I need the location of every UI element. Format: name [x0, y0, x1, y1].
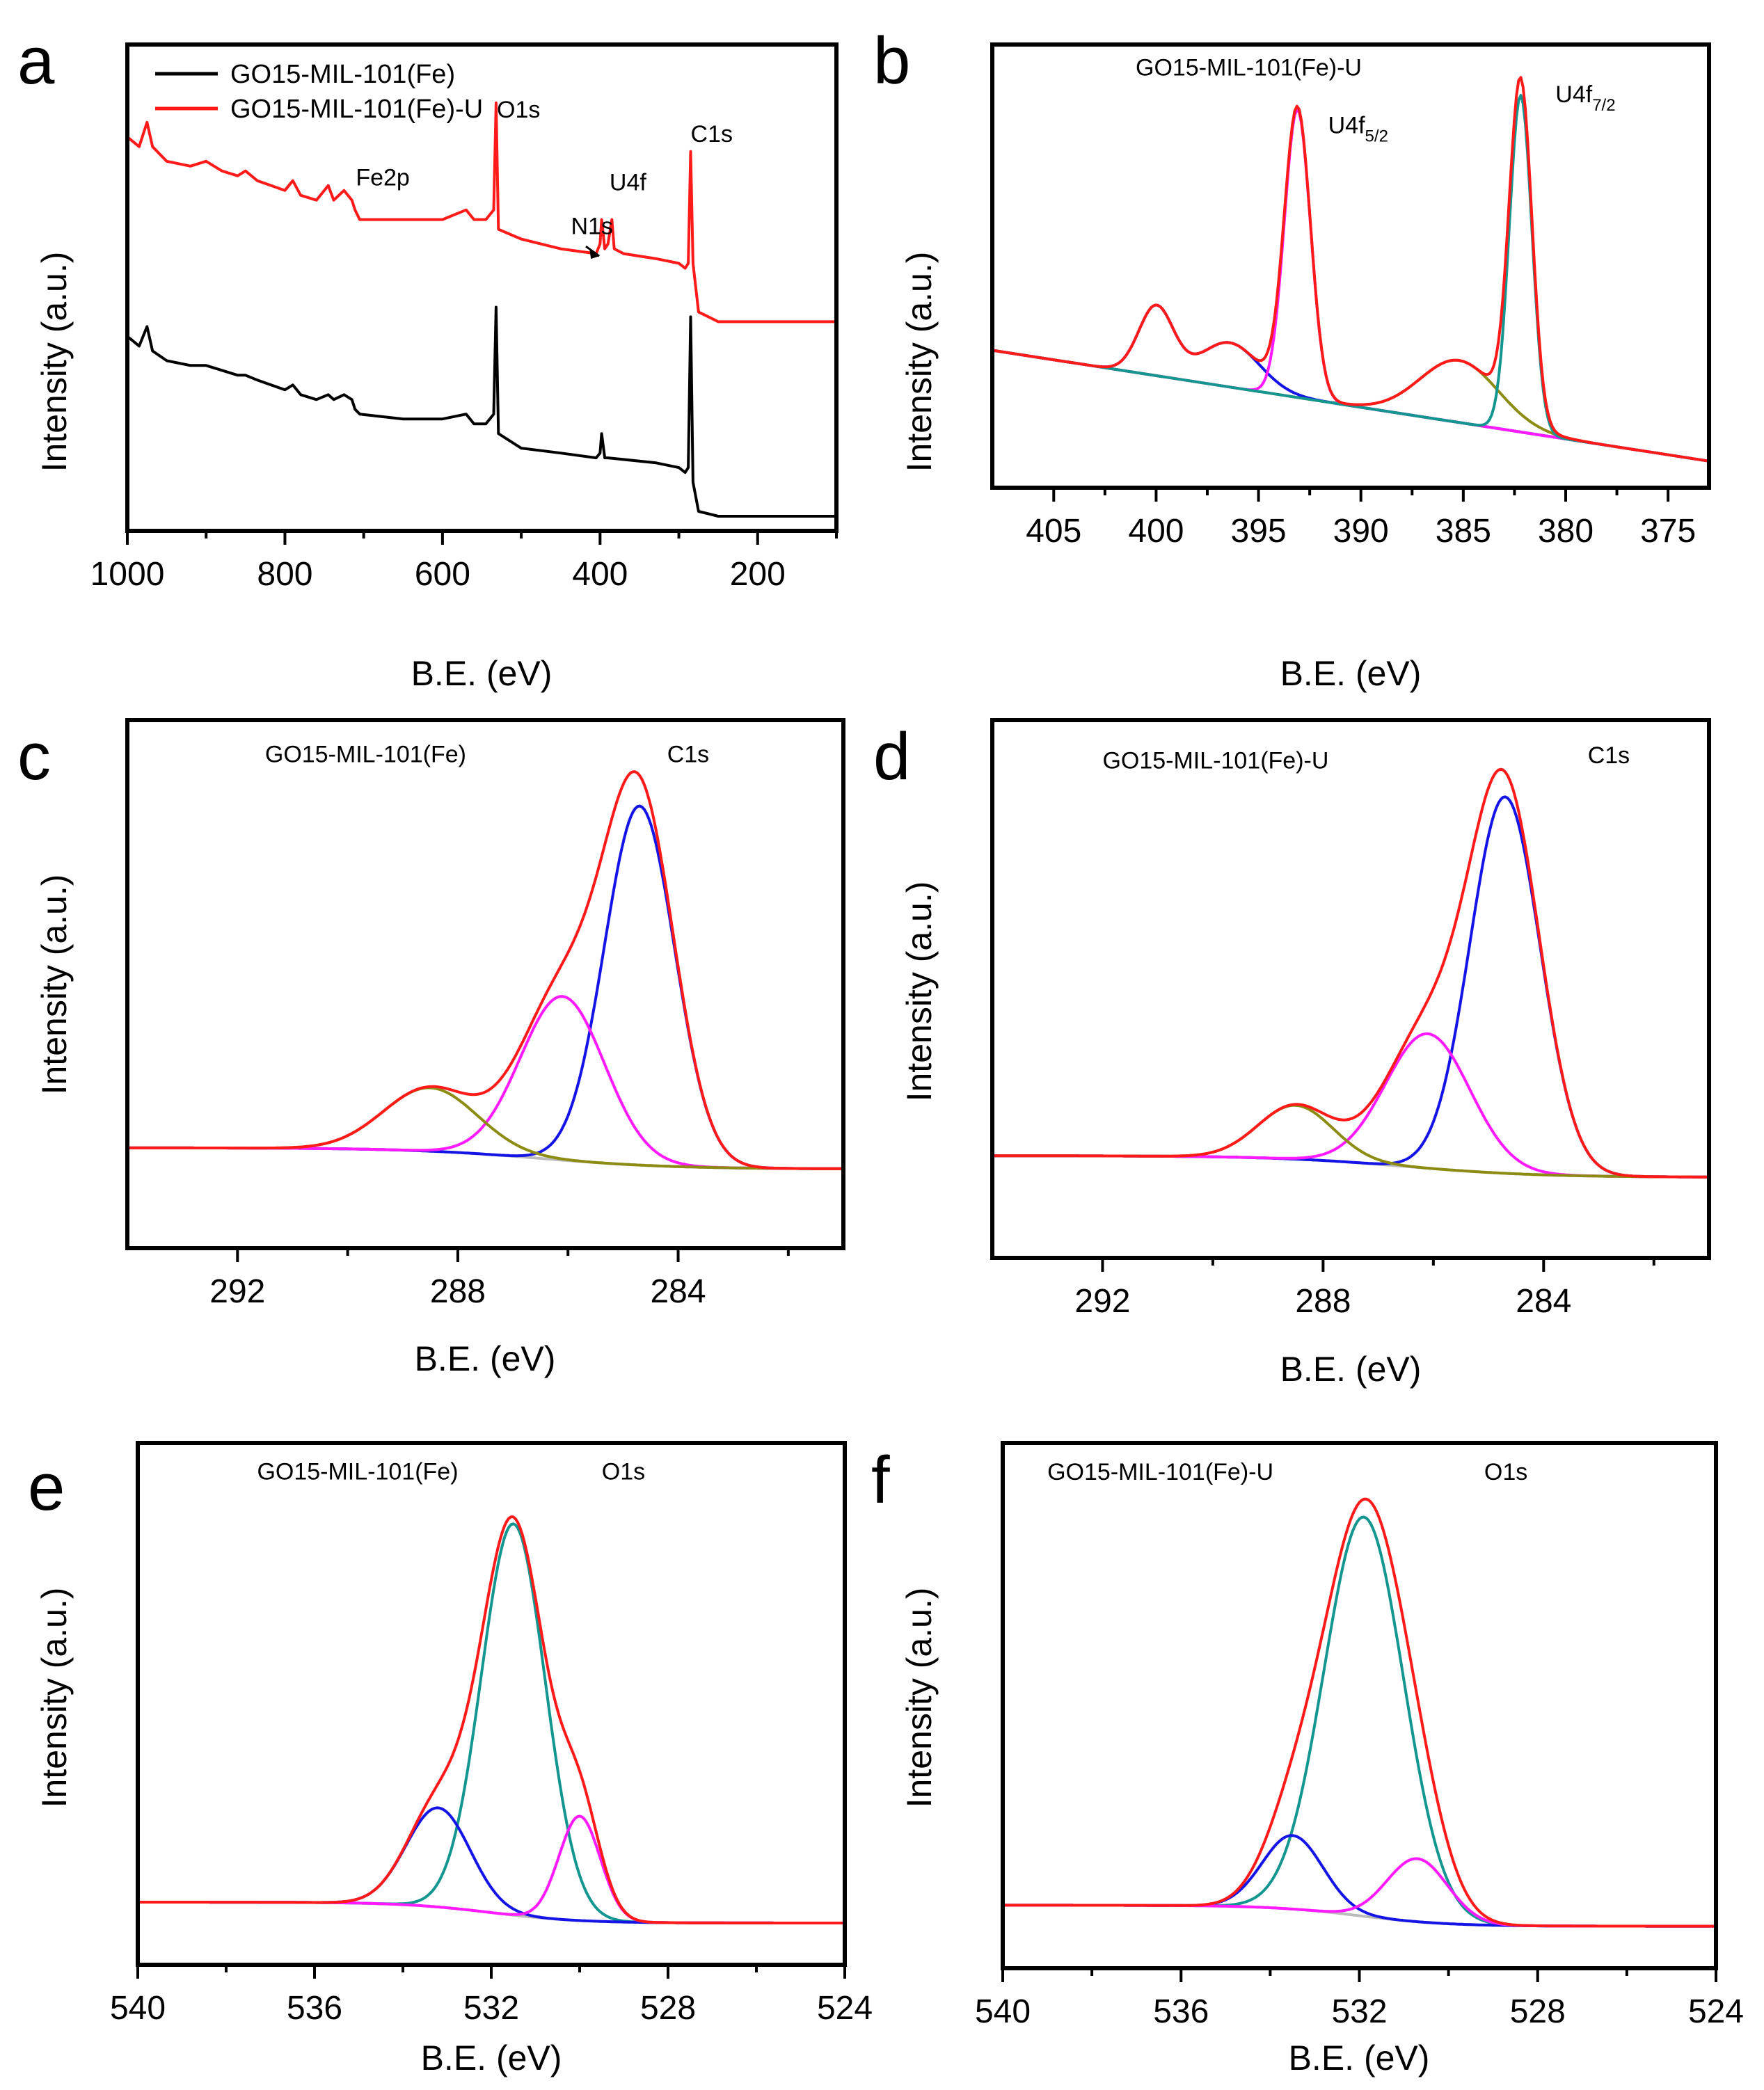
panel-b-x-tick-label: 390 [1333, 513, 1389, 550]
panel-a-letter: a [17, 24, 55, 98]
panel-b-x-tick-label: 405 [1026, 513, 1081, 550]
panel-d-x-tick-label: 288 [1295, 1283, 1351, 1320]
panel-e-letter: e [28, 1450, 65, 1524]
panel-a-annotation-0: Fe2p [356, 165, 410, 191]
panel-a-x-axis-title: B.E. (eV) [411, 654, 553, 693]
panel-b-annotation-1: U4f5/2 [1328, 112, 1388, 145]
panel-d-envelope-curve [992, 767, 1709, 1179]
panel-a-x-tick-label: 800 [257, 556, 312, 593]
panel-a-annotation-2: U4f [610, 170, 646, 196]
panel-f-annotation-1: O1s [1484, 1459, 1527, 1485]
panel-a-frame [125, 42, 839, 533]
panel-b-x-tick-label: 375 [1640, 513, 1696, 550]
panel-c-plot-area [127, 770, 843, 1170]
panel-b-x-tick-label: 380 [1538, 513, 1594, 550]
panel-e: e B.E. (eV) Intensity (a.u.) 540 536 532 52… [28, 1441, 873, 2077]
panel-b-x-tick-label: 385 [1436, 513, 1491, 550]
panel-f-x-tick-label: 524 [1688, 1993, 1744, 2030]
panel-a-y-axis-title: Intensity (a.u.) [35, 252, 74, 472]
panel-a-legend-label-0: GO15-MIL-101(Fe) [230, 60, 455, 89]
panel-f-x-tick-label: 528 [1510, 1993, 1566, 2030]
panel-b-annotation-0: GO15-MIL-101(Fe)-U [1136, 55, 1362, 81]
panel-c-annotation-0: GO15-MIL-101(Fe) [265, 742, 466, 768]
panel-f-x-axis-title: B.E. (eV) [1289, 2039, 1430, 2077]
panel-d-x-tick-label: 284 [1516, 1283, 1571, 1320]
panel-d-annotation-0: GO15-MIL-101(Fe)-U [1102, 748, 1328, 774]
panel-a-series-1 [127, 305, 836, 518]
panel-a-x-tick-label: 200 [730, 556, 786, 593]
panel-e-x-tick-label: 540 [110, 1990, 166, 2027]
panel-b-x-axis-title: B.E. (eV) [1280, 654, 1422, 693]
panel-e-x-tick-label: 532 [463, 1990, 519, 2027]
panel-f: f B.E. (eV) Intensity (a.u.) 540 536 532 52… [871, 1441, 1744, 2077]
panel-c-x-tick-label: 288 [430, 1273, 486, 1310]
panel-c-x-tick-label: 284 [650, 1273, 706, 1310]
panel-a-annotation-1: O1s [497, 97, 540, 123]
panel-a-n1s-arrowhead [589, 249, 600, 260]
panel-c: c B.E. (eV) Intensity (a.u.) 292 288 284 GO… [17, 718, 845, 1378]
panel-e-envelope-curve [138, 1515, 845, 1924]
panel-a: a B.E. (eV) Intensity (a.u.) 1000 800 600 4… [17, 24, 839, 693]
panel-a-x-tick-label: 400 [572, 556, 628, 593]
panel-e-x-tick-label: 524 [817, 1990, 873, 2027]
panel-f-x-tick-label: 536 [1153, 1993, 1209, 2030]
panel-c-envelope-curve [127, 770, 843, 1170]
panel-f-annotation-0: GO15-MIL-101(Fe)-U [1047, 1459, 1273, 1485]
panel-b-plot-area [992, 76, 1709, 463]
panel-c-x-axis-title: B.E. (eV) [415, 1339, 556, 1378]
panel-c-x-tick-label: 292 [209, 1273, 265, 1310]
panel-b-x-tick-label: 395 [1231, 513, 1287, 550]
panel-e-y-axis-title: Intensity (a.u.) [35, 1588, 74, 1808]
panel-f-letter: f [871, 1443, 890, 1517]
panel-e-x-tick-label: 536 [287, 1990, 342, 2027]
panel-d-y-axis-title: Intensity (a.u.) [900, 882, 939, 1102]
panel-b-annotation-2: U4f7/2 [1555, 81, 1615, 115]
panel-a-series-0 [127, 101, 836, 324]
panel-d: d B.E. (eV) Intensity (a.u.) 292 288 284 GO… [873, 718, 1711, 1389]
panel-e-annotation-1: O1s [602, 1459, 645, 1485]
panel-b-y-axis-title: Intensity (a.u.) [900, 252, 939, 472]
panel-a-annotation-4: C1s [691, 121, 733, 147]
panel-e-x-tick-label: 528 [640, 1990, 696, 2027]
panel-f-plot-area [1003, 1497, 1716, 1928]
panel-d-annotation-1: C1s [1588, 742, 1630, 769]
panel-a-x-tick-label: 1000 [90, 556, 165, 593]
panel-b-x-tick-label: 400 [1128, 513, 1184, 550]
panel-a-x-tick-label: 600 [415, 556, 470, 593]
panel-f-x-tick-label: 540 [975, 1993, 1031, 2030]
panel-e-annotation-0: GO15-MIL-101(Fe) [257, 1459, 458, 1485]
panel-c-annotation-1: C1s [667, 742, 709, 768]
panel-e-x-axis-title: B.E. (eV) [421, 2039, 562, 2077]
panel-d-frame [990, 718, 1711, 1260]
panel-d-letter: d [873, 719, 910, 794]
panel-f-x-tick-label: 532 [1331, 1993, 1387, 2030]
panel-b-envelope-curve [992, 76, 1709, 463]
panel-a-annotation-3: N1s [571, 214, 612, 240]
panel-f-y-axis-title: Intensity (a.u.) [900, 1588, 939, 1808]
panel-a-n1s-arrow [585, 245, 601, 257]
panel-e-plot-area [138, 1515, 845, 1924]
panel-b-frame [990, 42, 1711, 490]
panel-d-x-tick-label: 292 [1074, 1283, 1130, 1320]
panel-a-legend-label-1: GO15-MIL-101(Fe)-U [230, 95, 483, 124]
panel-a-plot-area [127, 101, 836, 518]
panel-c-frame [125, 718, 845, 1250]
panel-c-y-axis-title: Intensity (a.u.) [35, 875, 74, 1095]
panel-d-plot-area [992, 767, 1709, 1179]
panel-b: b B.E. (eV) Intensity (a.u.) 405 400 395 39… [873, 24, 1711, 693]
panel-c-letter: c [17, 719, 51, 794]
panel-f-envelope-curve [1003, 1497, 1716, 1928]
panel-d-x-axis-title: B.E. (eV) [1280, 1350, 1422, 1389]
panel-b-letter: b [873, 24, 910, 98]
